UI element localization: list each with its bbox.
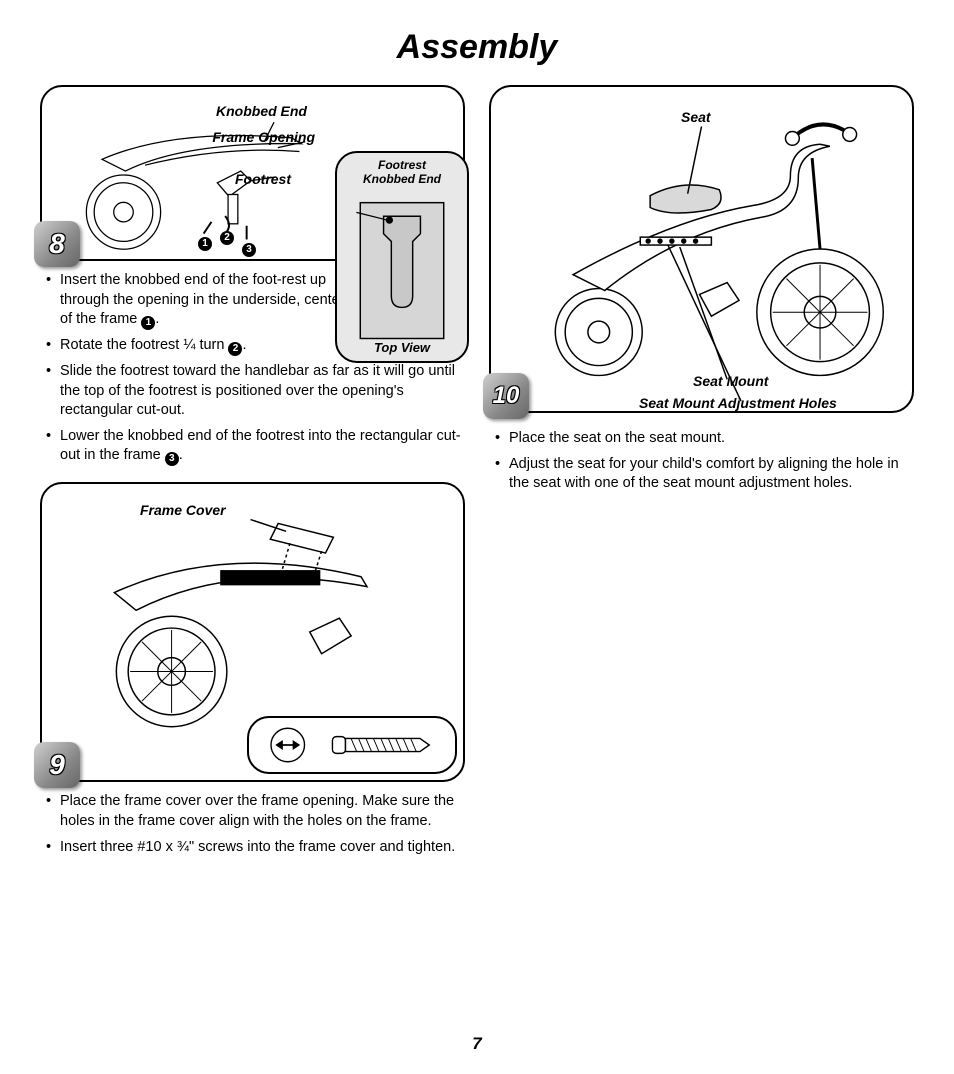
bullet-8-1: Rotate the footrest ¼ turn 2. — [46, 336, 346, 356]
inset9-drawing — [249, 718, 455, 772]
callout-1: 1 — [198, 237, 212, 251]
label-frame-cover: Frame Cover — [140, 502, 226, 518]
figure-8-box: 1 2 3 Knobbed End Frame Opening Footrest… — [40, 85, 465, 261]
step-badge-8: 8 — [34, 221, 80, 267]
step-badge-10: 10 — [483, 373, 529, 419]
label-seat: Seat — [681, 109, 711, 125]
inline-callout-1: 1 — [141, 316, 155, 330]
inline-callout-2: 2 — [228, 342, 242, 356]
bullet-8-2: Slide the footrest toward the handlebar … — [46, 362, 465, 421]
figure-8-bullets: Insert the knobbed end of the foot-rest … — [40, 271, 346, 356]
label-frame-opening: Frame Opening — [212, 129, 315, 145]
figure-10-drawing — [491, 87, 912, 411]
bullet-9-1: Insert three #10 x ¾" screws into the fr… — [46, 838, 465, 858]
figure-10-box: Seat Seat Mount Seat Mount Adjustment Ho… — [489, 85, 914, 413]
page-title: Assembly — [0, 0, 954, 85]
inset8-title-line2: Knobbed End — [363, 172, 441, 186]
page-number: 7 — [0, 1034, 954, 1054]
bullet-10-0: Place the seat on the seat mount. — [495, 429, 914, 449]
bullet-10-1: Adjust the seat for your child's comfort… — [495, 455, 914, 494]
inset8-title: Footrest Knobbed End — [337, 159, 467, 187]
figure-9-box: Frame Cover — [40, 482, 465, 782]
figure-9-inset — [247, 716, 457, 774]
right-column: Seat Seat Mount Seat Mount Adjustment Ho… — [489, 85, 914, 863]
label-seat-mount: Seat Mount — [693, 373, 768, 389]
label-seat-mount-adjustment-holes: Seat Mount Adjustment Holes — [639, 395, 837, 411]
bullet-8-0: Insert the knobbed end of the foot-rest … — [46, 271, 346, 330]
figure-8-bullets-wide: Slide the footrest toward the handlebar … — [40, 362, 465, 466]
left-column: 1 2 3 Knobbed End Frame Opening Footrest… — [40, 85, 465, 863]
step-badge-9: 9 — [34, 742, 80, 788]
inset8-caption: Top View — [337, 340, 467, 355]
figure-9-bullets: Place the frame cover over the frame ope… — [40, 792, 465, 857]
figure-10-bullets: Place the seat on the seat mount. Adjust… — [489, 429, 914, 494]
callout-2: 2 — [220, 231, 234, 245]
figure-8-inset: Footrest Knobbed End Top View — [335, 151, 469, 363]
bullet-8-3: Lower the knobbed end of the footrest in… — [46, 427, 465, 467]
label-footrest: Footrest — [235, 171, 291, 187]
inset8-title-line1: Footrest — [378, 158, 426, 172]
bullet-9-0: Place the frame cover over the frame ope… — [46, 792, 465, 831]
content-columns: 1 2 3 Knobbed End Frame Opening Footrest… — [0, 85, 954, 863]
inline-callout-3: 3 — [165, 452, 179, 466]
label-knobbed-end: Knobbed End — [216, 103, 307, 119]
callout-3: 3 — [242, 243, 256, 257]
